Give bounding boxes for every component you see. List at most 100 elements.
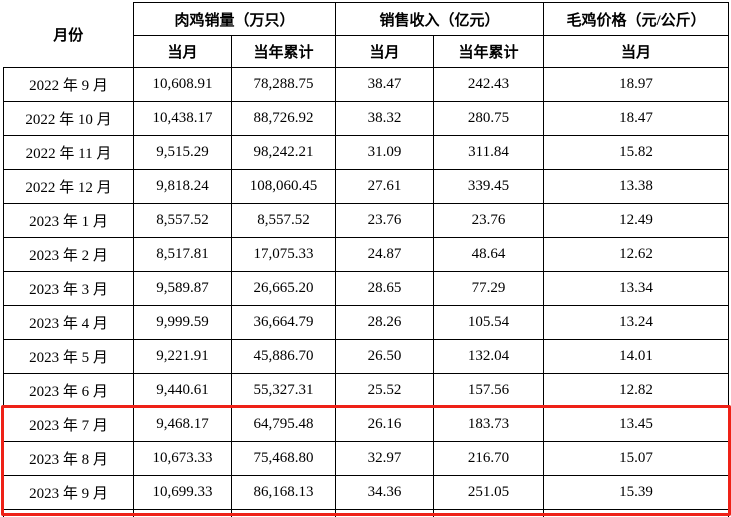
cut-off-cell — [433, 509, 545, 517]
month-cell: 2023 年 2 月 — [3, 237, 134, 272]
value-cell: 17,075.33 — [230, 237, 337, 272]
value-cell: 15.82 — [543, 135, 730, 170]
table-row: 2023 年 9 月 10,699.33 86,168.13 34.36 251.05 1… — [3, 475, 730, 510]
value-cell: 23.76 — [335, 203, 435, 238]
table-row: 2023 年 3 月 9,589.87 26,665.20 28.65 77.29 13.… — [3, 271, 730, 306]
month-cell: 2022 年 9 月 — [3, 67, 134, 102]
value-cell: 8,517.81 — [133, 237, 232, 272]
value-cell: 10,438.17 — [133, 101, 232, 136]
month-cell: 2023 年 3 月 — [3, 271, 134, 306]
month-cell: 2023 年 5 月 — [3, 339, 134, 374]
value-cell: 12.49 — [543, 203, 730, 238]
value-cell: 26.16 — [335, 407, 435, 442]
value-cell: 27.61 — [335, 169, 435, 204]
value-cell: 13.45 — [543, 407, 730, 442]
header-month: 月份 — [3, 2, 134, 68]
value-cell: 86,168.13 — [230, 475, 337, 510]
value-cell: 15.39 — [543, 475, 730, 510]
value-cell: 157.56 — [433, 373, 545, 408]
month-cell: 2023 年 6 月 — [3, 373, 134, 408]
value-cell: 78,288.75 — [230, 67, 337, 102]
value-cell: 242.43 — [433, 67, 545, 102]
cut-off-cell — [230, 509, 337, 517]
table-row: 2023 年 6 月 9,440.61 55,327.31 25.52 157.56 12… — [3, 373, 730, 408]
value-cell: 280.75 — [433, 101, 545, 136]
value-cell: 98,242.21 — [230, 135, 337, 170]
month-cell: 2023 年 4 月 — [3, 305, 134, 340]
header-volume-group: 肉鸡销量（万只） — [132, 2, 337, 36]
table-row: 2023 年 8 月 10,673.33 75,468.80 32.97 216.70 1… — [3, 441, 730, 476]
value-cell: 183.73 — [433, 407, 545, 442]
value-cell: 216.70 — [433, 441, 545, 476]
value-cell: 18.47 — [543, 101, 730, 136]
value-cell: 8,557.52 — [133, 203, 232, 238]
table-row: 2023 年 5 月 9,221.91 45,886.70 26.50 132.04 14… — [3, 339, 730, 374]
value-cell: 88,726.92 — [230, 101, 337, 136]
header-revenue-group: 销售收入（亿元） — [335, 2, 545, 36]
table-row: 2022 年 12 月 9,818.24 108,060.45 27.61 339.45… — [3, 169, 730, 204]
header-price-group: 毛鸡价格（元/公斤） — [543, 2, 730, 36]
cut-off-cell — [335, 509, 435, 517]
value-cell: 9,440.61 — [133, 373, 232, 408]
value-cell: 9,999.59 — [133, 305, 232, 340]
value-cell: 26,665.20 — [230, 271, 337, 306]
value-cell: 339.45 — [433, 169, 545, 204]
month-cell: 2023 年 8 月 — [3, 441, 134, 476]
value-cell: 45,886.70 — [230, 339, 337, 374]
value-cell: 9,818.24 — [133, 169, 232, 204]
value-cell: 55,327.31 — [230, 373, 337, 408]
value-cell: 28.26 — [335, 305, 435, 340]
value-cell: 9,589.87 — [133, 271, 232, 306]
subheader-volume-current-month: 当月 — [133, 35, 232, 68]
month-cell: 2022 年 11 月 — [3, 135, 134, 170]
value-cell: 251.05 — [433, 475, 545, 510]
value-cell: 38.32 — [335, 101, 435, 136]
cut-off-row — [3, 509, 730, 517]
cut-off-cell — [133, 509, 232, 517]
value-cell: 311.84 — [433, 135, 545, 170]
table-row: 2023 年 1 月 8,557.52 8,557.52 23.76 23.76 12.4… — [3, 203, 730, 238]
value-cell: 132.04 — [433, 339, 545, 374]
value-cell: 9,221.91 — [133, 339, 232, 374]
subheader-revenue-current-month: 当月 — [335, 35, 435, 68]
subheader-revenue-ytd: 当年累计 — [433, 35, 545, 68]
sales-data-table: 月份 肉鸡销量（万只） 销售收入（亿元） 毛鸡价格（元/公斤） 当月 当年累计 … — [3, 2, 730, 517]
value-cell: 10,673.33 — [133, 441, 232, 476]
month-cell: 2023 年 9 月 — [3, 475, 134, 510]
table-row: 2022 年 9 月 10,608.91 78,288.75 38.47 242.43 1… — [3, 67, 730, 102]
value-cell: 13.24 — [543, 305, 730, 340]
value-cell: 32.97 — [335, 441, 435, 476]
value-cell: 12.62 — [543, 237, 730, 272]
subheader-volume-ytd: 当年累计 — [230, 35, 337, 68]
value-cell: 26.50 — [335, 339, 435, 374]
header-sub-row: 当月 当年累计 当月 当年累计 当月 — [4, 35, 730, 68]
table-row: 2022 年 10 月 10,438.17 88,726.92 38.32 280.75… — [3, 101, 730, 136]
value-cell: 13.34 — [543, 271, 730, 306]
value-cell: 34.36 — [335, 475, 435, 510]
value-cell: 77.29 — [433, 271, 545, 306]
value-cell: 14.01 — [543, 339, 730, 374]
month-cell: 2022 年 12 月 — [3, 169, 134, 204]
subheader-price-current-month: 当月 — [543, 35, 730, 68]
table-row: 2023 年 2 月 8,517.81 17,075.33 24.87 48.64 12.… — [3, 237, 730, 272]
table-body: 2022 年 9 月 10,608.91 78,288.75 38.47 242.43 1… — [3, 67, 730, 517]
value-cell: 9,515.29 — [133, 135, 232, 170]
cut-off-cell — [543, 509, 730, 517]
table-row: 2023 年 7 月 9,468.17 64,795.48 26.16 183.73 13… — [3, 407, 730, 442]
value-cell: 75,468.80 — [230, 441, 337, 476]
table-row: 2022 年 11 月 9,515.29 98,242.21 31.09 311.84 1… — [3, 135, 730, 170]
value-cell: 8,557.52 — [230, 203, 337, 238]
month-cell: 2023 年 7 月 — [3, 407, 134, 442]
header-group-row: 月份 肉鸡销量（万只） 销售收入（亿元） 毛鸡价格（元/公斤） — [3, 2, 730, 68]
value-cell: 36,664.79 — [230, 305, 337, 340]
value-cell: 28.65 — [335, 271, 435, 306]
table-row: 2023 年 4 月 9,999.59 36,664.79 28.26 105.54 13… — [3, 305, 730, 340]
value-cell: 31.09 — [335, 135, 435, 170]
value-cell: 25.52 — [335, 373, 435, 408]
value-cell: 15.07 — [543, 441, 730, 476]
value-cell: 48.64 — [433, 237, 545, 272]
value-cell: 24.87 — [335, 237, 435, 272]
value-cell: 10,608.91 — [133, 67, 232, 102]
value-cell: 108,060.45 — [230, 169, 337, 204]
